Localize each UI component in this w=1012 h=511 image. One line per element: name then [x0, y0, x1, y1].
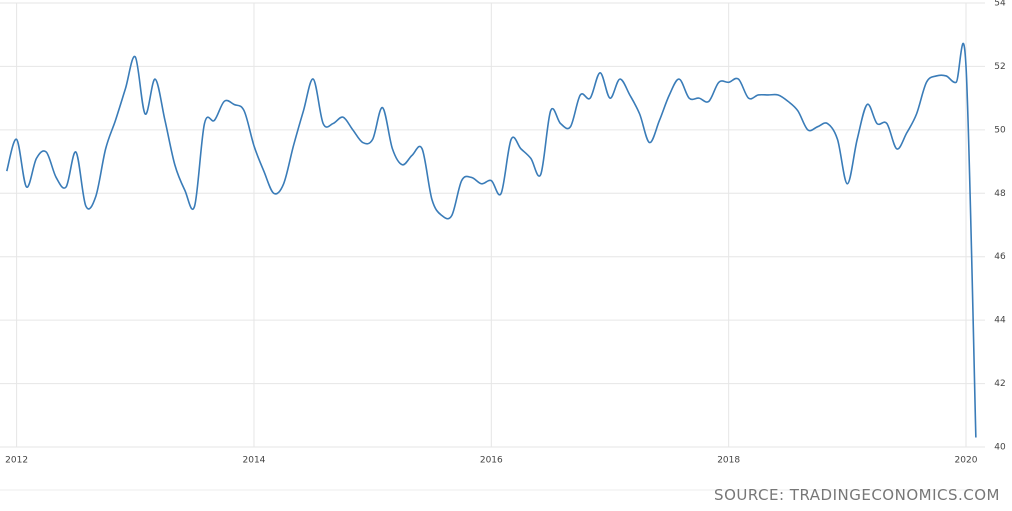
y-tick-label: 48	[994, 189, 1006, 199]
source: SOURCE: TRADINGECONOMICS.COM	[714, 486, 1000, 504]
y-tick-label: 52	[994, 62, 1005, 72]
y-tick-label: 50	[994, 125, 1006, 135]
line-series	[5, 42, 977, 438]
x-tick-label: 2016	[480, 456, 503, 466]
x-tick-label: 2012	[5, 456, 28, 466]
y-tick-label: 46	[994, 252, 1006, 262]
y-tick-label: 44	[994, 316, 1006, 326]
x-tick-label: 2018	[717, 456, 740, 466]
x-tick-label: 2020	[955, 456, 978, 466]
y-tick-label: 54	[994, 0, 1006, 9]
y-tick-label: 42	[994, 379, 1005, 389]
x-tick-label: 2014	[243, 456, 266, 466]
y-tick-label: 40	[994, 443, 1006, 453]
